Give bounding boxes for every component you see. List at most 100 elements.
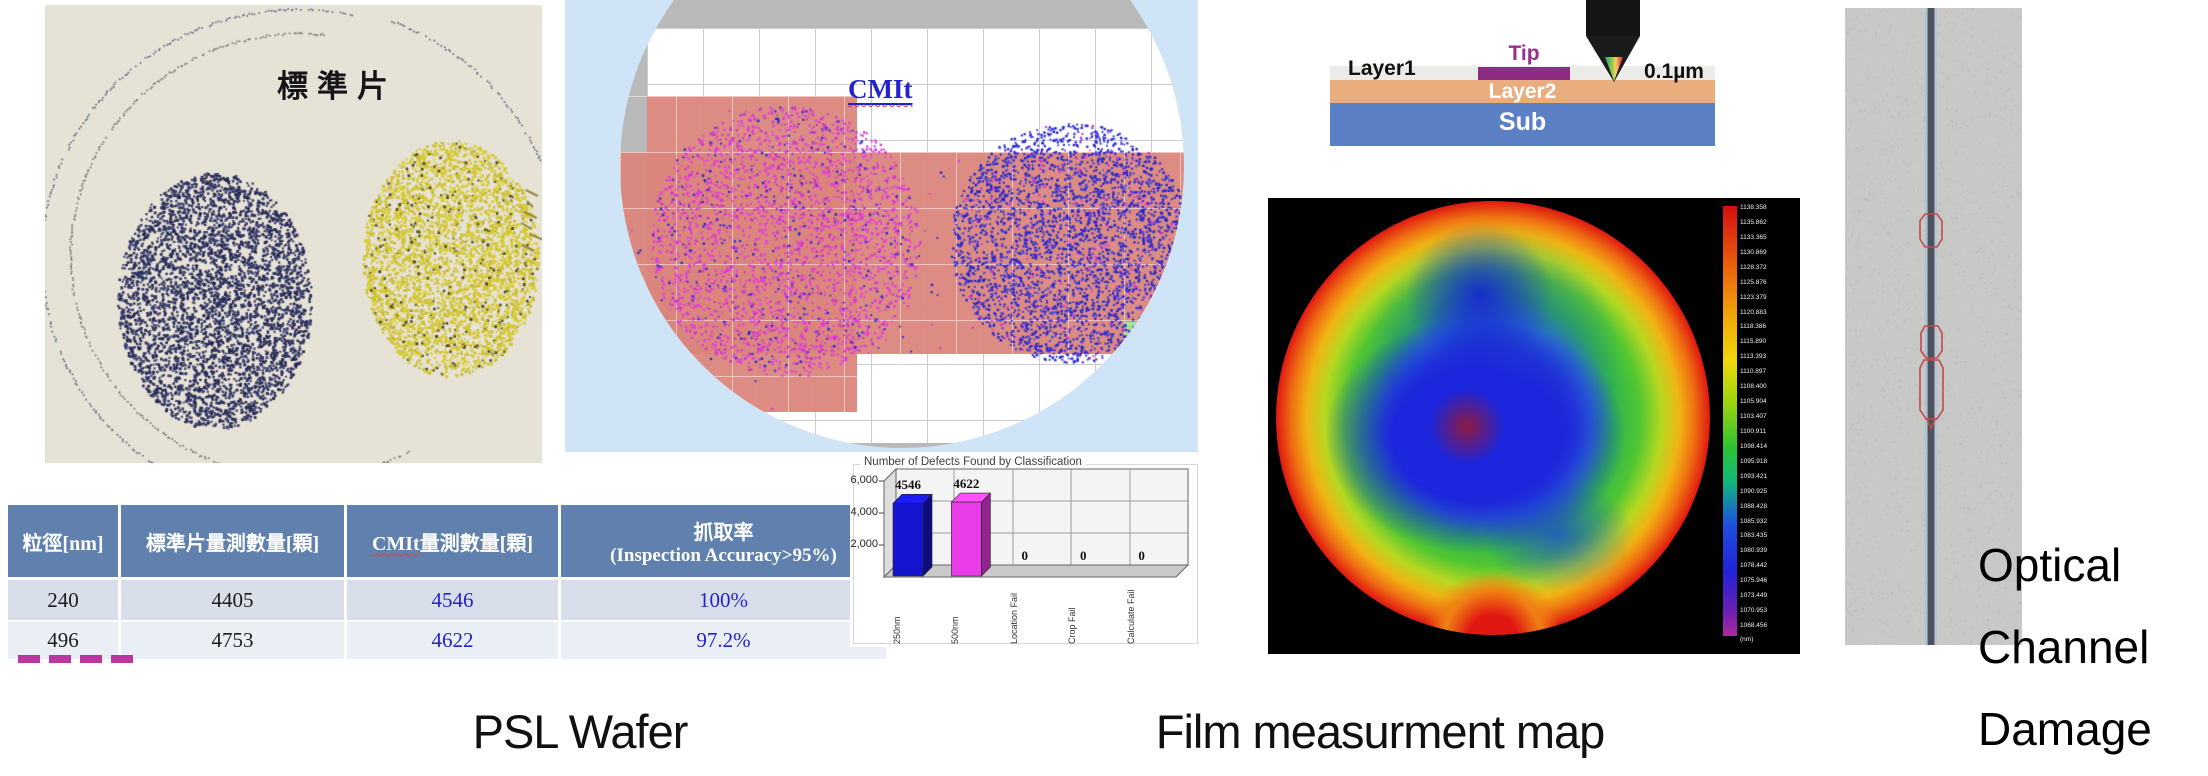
col-header-particle-size: 粒徑[nm]	[8, 505, 121, 580]
colorbar	[1723, 206, 1737, 636]
film-measurement-map: 1138.358 1135.862 1133.365 1130.869 1128.372…	[1268, 198, 1800, 654]
category-label-250nm: 250nm	[892, 616, 902, 644]
colorbar-tick-label: 1135.862	[1740, 218, 1767, 226]
colorbar-tick-label: 1078.442	[1740, 562, 1768, 570]
colorbar-tick-label: 1070.953	[1740, 607, 1768, 615]
psl-wafer-photo: 標準片	[45, 5, 542, 463]
defect-dot-clusters	[620, 0, 1184, 448]
probe-cone	[1586, 36, 1640, 82]
damage-outline-4	[1925, 418, 1937, 432]
category-label-500nm: 500nm	[950, 616, 961, 644]
colorbar-tick-label: 1068.456	[1740, 622, 1768, 629]
cmit-word: CMIt	[371, 532, 420, 555]
colorbar-tick-label: 1080.939	[1740, 547, 1768, 555]
bar-zero-label: 0	[1021, 548, 1029, 563]
colorbar-tick-label: 1088.428	[1740, 502, 1768, 510]
standard-wafer-label: 標準片	[277, 69, 397, 104]
bars-layer	[892, 492, 992, 577]
cell-standard-4405: 4405	[121, 580, 347, 622]
damage-outline-1	[1919, 213, 1943, 248]
bar-value-label: 4546	[895, 477, 921, 493]
substrate-bar	[1330, 103, 1715, 146]
selected-die-cell	[1125, 322, 1184, 354]
cell-cmit-4546: 4546	[347, 580, 561, 622]
probe-cone-rainbow-tip	[1605, 57, 1623, 81]
layer1-label: Layer1	[1348, 57, 1416, 80]
tip-label: Tip	[1508, 42, 1540, 65]
bar-zero-label: 0	[1079, 548, 1087, 563]
clipped-text-fragment	[18, 655, 136, 663]
col-header-capture-rate: 抓取率 (Inspection Accuracy>95%)	[561, 505, 889, 580]
measurement-comparison-table: 粒徑[nm] 標準片量測數量[顆] CMIt量測數量[顆] 抓取率 (Inspe…	[8, 505, 889, 661]
layer2-label: Layer2	[1488, 80, 1557, 103]
colorbar-tick-label: 1110.897	[1740, 368, 1767, 376]
cell-cmit-4622: 4622	[347, 622, 561, 661]
colorbar-tick-label: 1123.379	[1740, 293, 1767, 301]
tip-mark-rect	[1478, 67, 1570, 80]
capture-rate-line2: (Inspection Accuracy>95%)	[610, 544, 837, 566]
colorbar-tick-label: 1130.869	[1740, 248, 1767, 256]
optical-channel-image	[1845, 8, 2022, 645]
cell-standard-4753: 4753	[121, 622, 347, 661]
colorbar-tick-labels: 1138.358 1135.862 1133.365 1130.869 1128.372…	[1268, 198, 1800, 654]
psl-wafer-photo-speckles	[45, 5, 542, 463]
colorbar-tick-label: 1103.407	[1740, 413, 1767, 420]
colorbar-tick-label: 1085.932	[1740, 517, 1768, 525]
colorbar-tick-label: 1100.911	[1740, 427, 1767, 435]
film-thickness-heatmap	[1276, 201, 1710, 635]
damage-outline-marks	[1919, 213, 1944, 432]
sub-label: Sub	[1498, 108, 1547, 136]
bar-zero-label: 0	[1138, 548, 1145, 563]
category-label-crop-fail: Crop Fail	[1067, 607, 1078, 644]
ytick-6000: 6,000	[850, 474, 878, 486]
colorbar-tick-label: 1138.358	[1740, 204, 1767, 211]
colorbar-tick-label: 1113.393	[1740, 353, 1767, 361]
cmit-count-suffix: 量測數量[顆]	[419, 532, 534, 555]
capture-rate-line1: 抓取率	[693, 521, 754, 544]
bar-chart-plot	[879, 467, 1190, 579]
bar-250nm	[892, 502, 924, 577]
wafer-clip-region	[620, 0, 1184, 448]
colorbar-tick-label: 1090.925	[1740, 487, 1768, 495]
colorbar-tick-label: 1083.435	[1740, 532, 1768, 540]
optical-damage-caption: Optical Channel Damage	[1978, 539, 2152, 755]
col-header-cmit-count: CMIt量測數量[顆]	[347, 505, 561, 580]
colorbar-tick-label: 1125.876	[1740, 278, 1767, 286]
table-row: 240 4405 4546 100%	[8, 580, 889, 622]
cell-rate-97: 97.2%	[561, 622, 889, 661]
ytick-4000: 4,000	[850, 506, 878, 518]
cmit-map-title: CMIt	[848, 74, 912, 105]
chart-label-layer: 4546 250nm 4622 500nm 0 Location Fail 0 Crop Fa…	[850, 455, 1200, 647]
ytick-2000: 2,000	[850, 538, 878, 550]
defect-classification-chart: Number of Defects Found by Classificatio…	[850, 455, 1200, 647]
category-label-calculate-fail: Calculate Fail	[1125, 589, 1136, 644]
chart-title: Number of Defects Found by Classificatio…	[860, 456, 1086, 468]
colorbar-tick-label: 1133.365	[1740, 233, 1767, 241]
colorbar-tick-label: 1093.421	[1740, 472, 1768, 480]
category-label-location-fail: Location Fail	[1008, 592, 1019, 644]
colorbar-tick-label: 1073.449	[1740, 592, 1768, 600]
psl-wafer-caption: PSL Wafer	[472, 705, 689, 758]
damage-outline-3	[1919, 359, 1944, 420]
film-map-caption: Film measurment map	[1155, 705, 1606, 758]
damage-outline-2	[1920, 325, 1943, 359]
layer2-bar	[1330, 80, 1715, 103]
colorbar-tick-label: 1118.386	[1740, 323, 1767, 331]
cell-size-240: 240	[8, 580, 121, 622]
cmit-map-title-text: CMIt	[848, 74, 913, 104]
colorbar-unit-label: (nm)	[1740, 636, 1754, 643]
table-row: 496 4753 4622 97.2%	[8, 622, 889, 661]
colorbar-tick-label: 1095.918	[1740, 457, 1768, 465]
colorbar-tick-label: 1128.372	[1740, 263, 1767, 271]
colorbar-tick-label: 1108.400	[1740, 383, 1767, 391]
col-header-standard-count: 標準片量測數量[顆]	[121, 505, 347, 580]
colorbar-tick-label: 1075.946	[1740, 577, 1768, 585]
colorbar-tick-label: 1098.414	[1740, 442, 1768, 450]
tip-layer-diagram: Layer1 Tip 0.1µm Layer2 Sub	[1330, 0, 1715, 150]
thickness-label: 0.1µm	[1644, 60, 1704, 83]
bar-500nm	[951, 501, 982, 577]
colorbar-tick-label: 1120.883	[1740, 308, 1767, 316]
cmit-wafer-map: CMIt	[565, 0, 1198, 452]
colorbar-tick-label: 1115.890	[1740, 338, 1767, 346]
